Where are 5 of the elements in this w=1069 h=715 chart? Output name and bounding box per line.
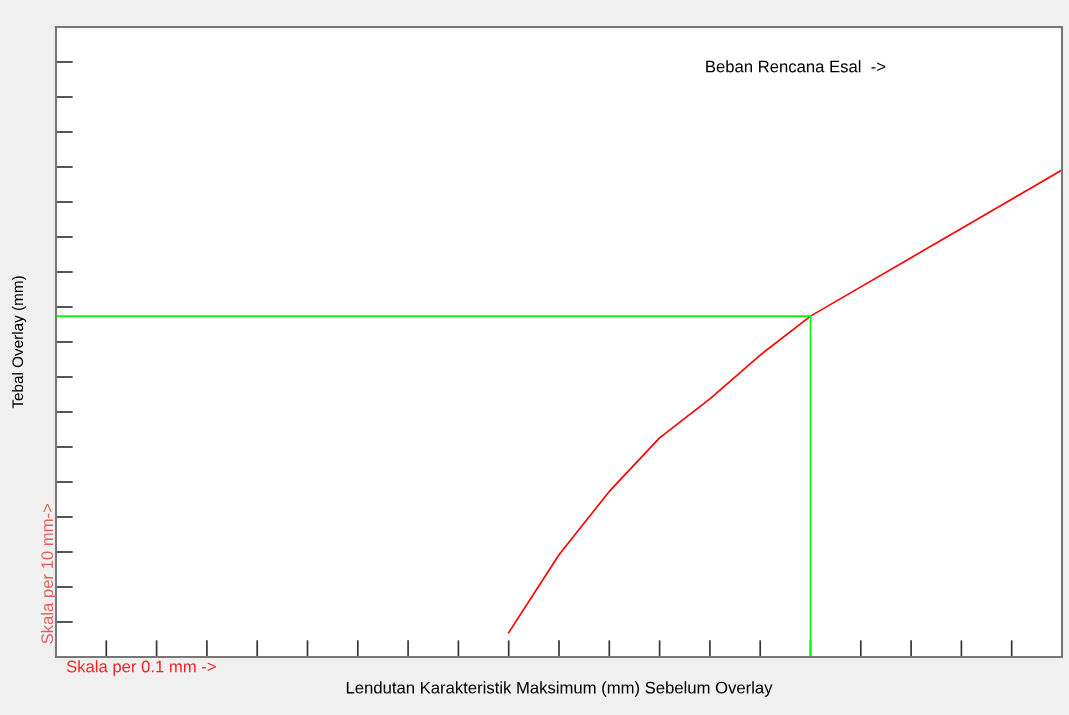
text: Skala per 0.1 mm -> (66, 660, 216, 676)
text: Beban Rencana Esal -> (706, 60, 886, 73)
x-axis-title: Lendutan Karakteristik Maksimum (mm) Sebelum Overlay (346, 681, 773, 697)
annotation: Skala per 10 mm-> (40, 503, 57, 644)
y-axis-title: Tebal Overlay (mm) (11, 276, 27, 409)
